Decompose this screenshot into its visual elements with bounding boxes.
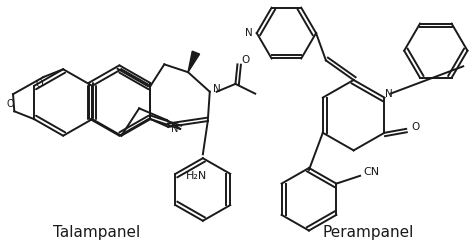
Text: N: N [384, 89, 392, 99]
Text: O: O [411, 122, 419, 132]
Text: O: O [7, 100, 14, 109]
Polygon shape [188, 51, 200, 72]
Text: H₂N: H₂N [186, 171, 208, 181]
Text: CN: CN [364, 167, 380, 177]
Text: Talampanel: Talampanel [53, 225, 140, 240]
Text: N: N [213, 84, 220, 94]
Text: N: N [172, 124, 179, 134]
Text: N: N [245, 28, 253, 38]
Text: Perampanel: Perampanel [323, 225, 414, 240]
Text: O: O [36, 79, 43, 89]
Text: O: O [241, 55, 249, 65]
